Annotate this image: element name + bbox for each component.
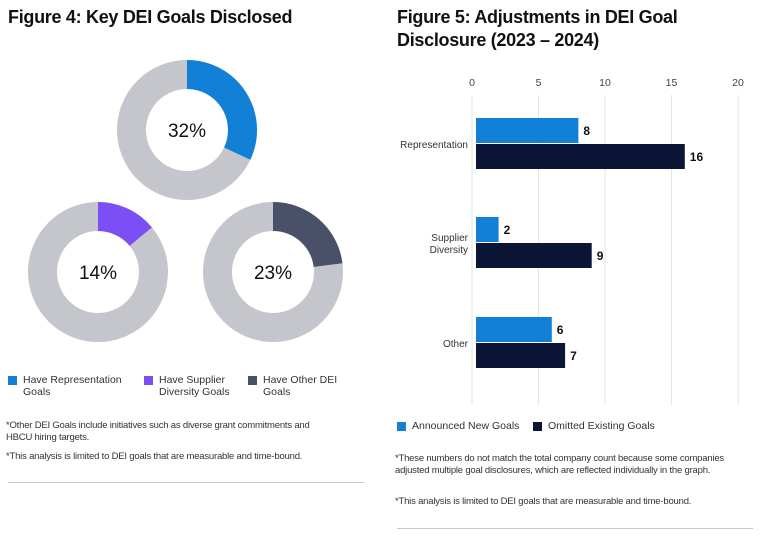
legend-swatch <box>248 376 257 385</box>
category-label: Supplier <box>431 233 468 244</box>
x-tick-label: 0 <box>469 77 475 89</box>
legend-label: Announced New Goals <box>412 420 520 432</box>
bar-value-label: 7 <box>570 349 577 363</box>
legend-item-representation: Have Representation Goals <box>8 374 128 398</box>
legend-item-omitted: Omitted Existing Goals <box>533 420 655 432</box>
x-tick-label: 10 <box>599 77 611 89</box>
bar-omitted-existing-goals <box>476 144 685 169</box>
figure-5-title: Figure 5: Adjustments in DEI Goal Disclo… <box>397 7 678 50</box>
legend-label: Have Other DEI Goals <box>263 374 338 398</box>
figure-4-note-2: *This analysis is limited to DEI goals t… <box>6 451 303 462</box>
divider <box>397 528 753 529</box>
donut-segment-1 <box>97 202 152 247</box>
legend-item-other: Have Other DEI Goals <box>248 374 348 398</box>
category-label: Other <box>443 339 469 350</box>
x-tick-label: 15 <box>666 77 678 89</box>
category-label: Representation <box>400 140 468 151</box>
legend-swatch <box>8 376 17 385</box>
divider <box>8 482 364 483</box>
donut-center-label: 23% <box>254 263 292 284</box>
figure-4-note-1: *Other DEI Goals include initiatives suc… <box>6 420 310 443</box>
figure-4-title: Figure 4: Key DEI Goals Disclosed <box>8 7 293 27</box>
donut-center-label: 14% <box>79 263 117 284</box>
bar-announced-new-goals <box>476 317 552 342</box>
bar-value-label: 2 <box>504 223 511 237</box>
x-tick-label: 20 <box>732 77 744 89</box>
legend-swatch <box>533 422 542 431</box>
legend-item-supplier: Have Supplier Diversity Goals <box>144 374 244 398</box>
donut-segment-0 <box>186 60 257 160</box>
legend-swatch <box>144 376 153 385</box>
bar-omitted-existing-goals <box>476 343 566 368</box>
bar-announced-new-goals <box>476 217 499 242</box>
legend-item-announced: Announced New Goals <box>397 420 519 432</box>
bar-announced-new-goals <box>476 118 579 143</box>
legend-swatch <box>397 422 406 431</box>
bar-value-label: 8 <box>583 124 590 138</box>
legend-label: Have Representation Goals <box>23 374 122 398</box>
x-tick-label: 5 <box>536 77 542 89</box>
figure-5-note-2: *This analysis is limited to DEI goals t… <box>395 496 692 507</box>
bar-value-label: 6 <box>557 323 564 337</box>
category-label: Diversity <box>430 245 468 256</box>
legend-label: Omitted Existing Goals <box>548 420 655 432</box>
donut-segment-2 <box>272 202 343 268</box>
figure-5-note-1: *These numbers do not match the total co… <box>395 453 724 476</box>
bar-omitted-existing-goals <box>476 243 592 268</box>
bar-value-label: 9 <box>597 249 604 263</box>
legend-label: Have Supplier Diversity Goals <box>159 374 230 398</box>
bar-value-label: 16 <box>690 150 704 164</box>
donut-center-label: 32% <box>168 121 206 142</box>
